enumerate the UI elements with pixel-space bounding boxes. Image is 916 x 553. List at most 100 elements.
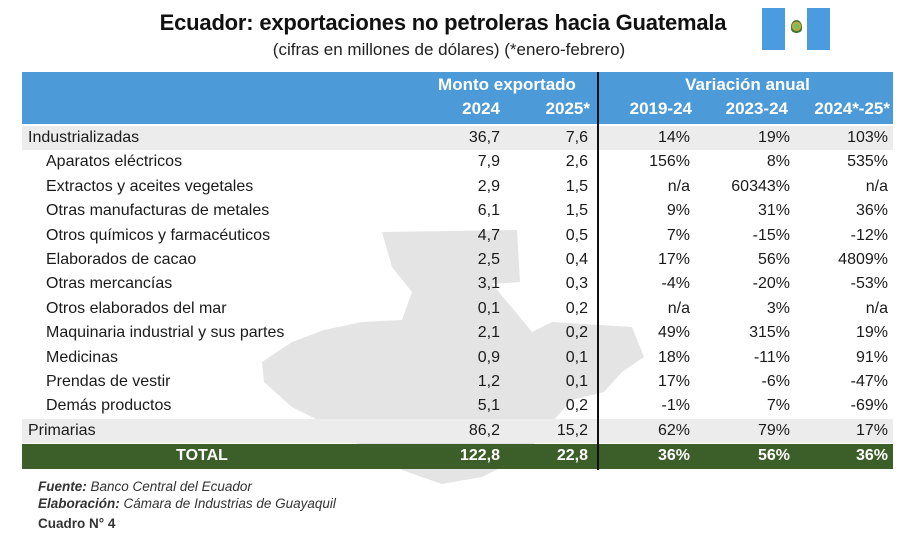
row-label: Aparatos eléctricos [46, 153, 183, 171]
cell-2025: 0,4 [565, 251, 588, 268]
row-label: Extractos y aceites vegetales [46, 177, 254, 195]
cell-2024-25: 103% [847, 129, 888, 146]
cell-2023-24: -20% [752, 275, 790, 293]
row-label: Otros químicos y farmacéuticos [46, 226, 271, 244]
row-label: Prendas de vestir [46, 373, 171, 390]
cell-2025: 0,3 [565, 275, 588, 293]
cell-2024-25: -53% [850, 275, 888, 293]
column-divider [597, 72, 599, 470]
source-notes: Fuente: Banco Central del Ecuador Elabor… [38, 478, 336, 512]
column-header-2024-25: 2024*-25* [814, 99, 890, 118]
cell-2025: 0,2 [565, 397, 588, 415]
table-row: Elaborados de cacao 2,5 0,4 17% 56% 4809% [22, 248, 893, 272]
cell-2023-24: 315% [749, 324, 790, 342]
flag-right-stripe [807, 8, 831, 50]
elaboration-label: Elaboración: [38, 496, 120, 511]
cell-2024: 6,1 [477, 202, 500, 220]
cell-2025: 0,5 [565, 226, 588, 244]
column-header-2025: 2025* [545, 99, 590, 118]
cell-2019-24: 9% [666, 202, 690, 220]
cell-2025: 7,6 [565, 129, 588, 146]
cell-2025: 0,1 [565, 348, 588, 366]
table-header: Monto exportado Variación anual 2024 202… [22, 72, 893, 124]
total-cell-2024: 122,8 [459, 447, 500, 464]
source-value: Banco Central del Ecuador [90, 479, 252, 494]
cell-2023-24: 56% [757, 251, 790, 268]
cell-2024: 0,9 [477, 348, 500, 366]
page-subtitle: (cifras en millones de dólares) (*enero-… [0, 40, 916, 60]
cell-2024: 5,1 [477, 397, 500, 415]
table-group-row: Primarias 86,2 15,2 62% 79% 17% [22, 418, 893, 444]
row-label: Elaborados de cacao [46, 251, 197, 268]
cell-2024-25: -47% [850, 373, 888, 390]
cell-2019-24: 17% [657, 251, 690, 268]
cell-2023-24: 7% [766, 397, 790, 415]
cell-2019-24: -4% [661, 275, 690, 293]
cell-2024-25: 36% [855, 202, 888, 220]
cell-2025: 0,2 [565, 324, 588, 342]
row-label: Maquinaria industrial y sus partes [46, 324, 285, 342]
total-cell-2019-24: 36% [657, 447, 690, 464]
cell-2023-24: 19% [757, 129, 790, 146]
table-row: Aparatos eléctricos 7,9 2,6 156% 8% 535% [22, 150, 893, 174]
elaboration-value: Cámara de Industrias de Guayaquil [123, 496, 336, 511]
elaboration-line: Elaboración: Cámara de Industrias de Gua… [38, 495, 336, 512]
column-header-2024: 2024 [462, 99, 500, 118]
column-header-2019-24: 2019-24 [629, 99, 692, 118]
cell-2024-25: 17% [855, 421, 888, 439]
cell-2024: 0,1 [477, 299, 500, 317]
cell-2024-25: n/a [865, 177, 888, 195]
table-row: Prendas de vestir 1,2 0,1 17% -6% -47% [22, 370, 893, 394]
source-label: Fuente: [38, 479, 87, 494]
cell-2025: 15,2 [556, 421, 588, 439]
flag-center-stripe [784, 8, 808, 50]
cell-2025: 1,5 [565, 177, 588, 195]
total-cell-2023-24: 56% [757, 447, 790, 464]
cell-2023-24: 60343% [731, 177, 790, 195]
cell-2023-24: 3% [766, 299, 790, 317]
cell-2023-24: -6% [761, 373, 790, 390]
cell-2019-24: n/a [667, 177, 690, 195]
cell-2019-24: 49% [657, 324, 690, 342]
header-group-monto: Monto exportado [438, 75, 576, 94]
table-row: Extractos y aceites vegetales 2,9 1,5 n/a 60… [22, 175, 893, 199]
cell-2019-24: n/a [667, 299, 690, 317]
row-label: Industrializadas [28, 129, 140, 146]
cell-2024: 4,7 [477, 226, 500, 244]
cell-2024: 86,2 [468, 421, 500, 439]
cell-2019-24: 14% [657, 129, 690, 146]
cell-2023-24: 8% [766, 153, 790, 171]
header-group-variacion: Variación anual [685, 75, 810, 94]
cell-2019-24: 17% [657, 373, 690, 390]
column-header-2023-24: 2023-24 [725, 99, 788, 118]
cell-2019-24: 62% [657, 421, 690, 439]
table-row: Otros químicos y farmacéuticos 4,7 0,5 7% -1… [22, 224, 893, 248]
cell-2023-24: 31% [757, 202, 790, 220]
cell-2023-24: -11% [753, 348, 790, 366]
cell-2024: 2,1 [477, 324, 500, 342]
row-label: Otros elaborados del mar [46, 299, 227, 317]
cell-2024: 1,2 [477, 373, 500, 390]
row-label: Otras mercancías [46, 275, 173, 293]
cell-2019-24: 18% [657, 348, 690, 366]
flag-emblem-icon [790, 20, 802, 34]
cell-2025: 1,5 [565, 202, 588, 220]
cell-2019-24: -1% [661, 397, 690, 415]
flag-left-stripe [762, 8, 785, 50]
cell-2024-25: -12% [850, 226, 888, 244]
cell-2024-25: n/a [865, 299, 888, 317]
table-row: Otras mercancías 3,1 0,3 -4% -20% -53% [22, 272, 893, 296]
total-row: TOTAL 122,8 22,8 36% 56% 36% [22, 444, 893, 469]
table-row: Medicinas 0,9 0,1 18% -11% 91% [22, 346, 893, 370]
total-label: TOTAL [176, 447, 228, 464]
row-label: Demás productos [46, 397, 172, 415]
guatemala-flag-icon [762, 8, 831, 50]
table-caption: Cuadro N° 4 [38, 516, 116, 531]
row-label: Medicinas [46, 348, 119, 366]
cell-2019-24: 156% [649, 153, 690, 171]
cell-2024-25: 535% [847, 153, 888, 171]
title-text: Ecuador: exportaciones no petroleras hac… [159, 10, 727, 35]
cell-2023-24: 79% [757, 421, 790, 439]
row-label: Otras manufacturas de metales [46, 202, 270, 220]
cell-2024: 3,1 [477, 275, 500, 293]
